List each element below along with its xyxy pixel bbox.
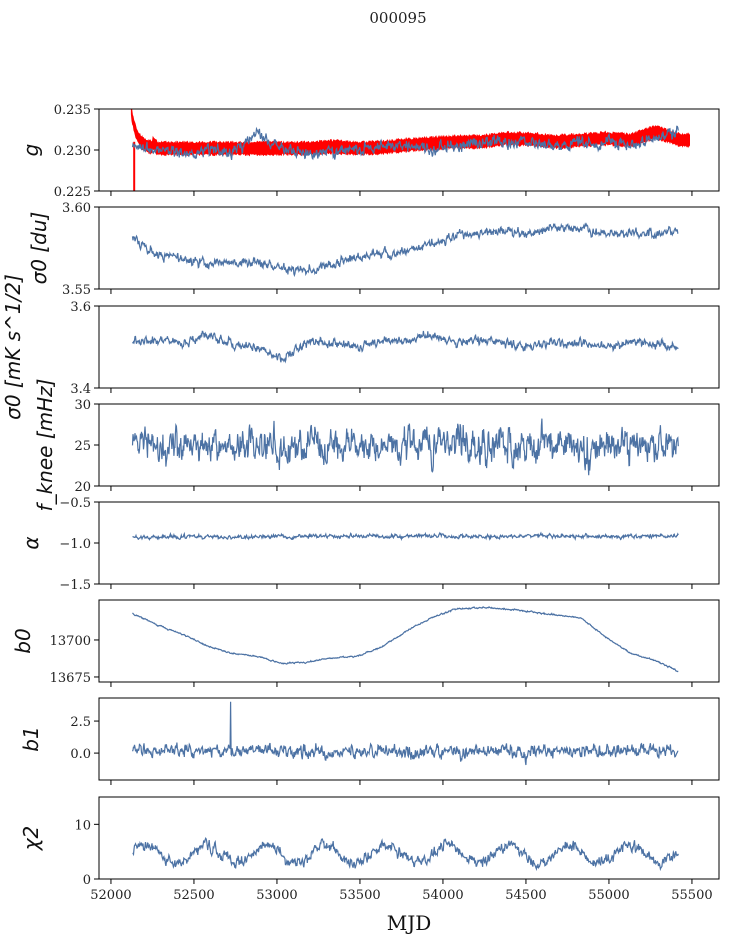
y-axis-label: g	[19, 144, 43, 157]
ytick-label: 30	[74, 398, 91, 413]
panel-3: 20 25 30 f_knee [mHz]	[33, 379, 720, 512]
ytick-label: 0.225	[54, 185, 91, 200]
ytick-label: 13675	[50, 671, 91, 686]
axes-frame-7	[98, 796, 720, 880]
ytick-label: 3.60	[62, 201, 91, 216]
series-sigma0_mK	[132, 330, 679, 364]
panel-5: 13675 13700 b0	[11, 599, 720, 687]
axes-frame-6	[98, 697, 720, 781]
y-axis-label: α	[19, 536, 43, 549]
ytick-label: 25	[74, 439, 91, 454]
xtick-label: 53000	[256, 888, 297, 903]
ytick-label: 13700	[50, 634, 91, 649]
series-alpha	[132, 531, 679, 542]
axes-frame-2	[98, 305, 720, 389]
axes-frame-1	[98, 206, 720, 290]
xtick-label: 53500	[339, 888, 380, 903]
axes-frame-5	[98, 599, 720, 683]
panel-1: 3.55 3.60 σ0 [du]	[27, 201, 720, 298]
ytick-label: 2.5	[70, 715, 91, 730]
panel-2: 3.4 3.6 σ0 [mK s^1/2]	[1, 274, 720, 420]
panel-7: 0 10 52000 52500 53000 53500 54000 54500 55000 55…	[19, 796, 720, 903]
panel-0: 0.225 0.230 0.235 g	[19, 103, 720, 200]
ytick-label: 0	[83, 873, 91, 888]
ytick-label: 0.230	[54, 144, 91, 159]
axes-frame-4	[98, 501, 720, 585]
xtick-label: 54000	[422, 888, 463, 903]
panel-6: 0.0 2.5 b1	[19, 697, 720, 785]
y-axis-label: χ2	[19, 826, 43, 852]
ytick-label: 3.55	[62, 283, 91, 298]
xtick-label: 52000	[90, 888, 131, 903]
series-b1	[131, 701, 679, 766]
ytick-label: 20	[74, 480, 91, 495]
y-axis-label: σ0 [du]	[27, 212, 51, 285]
ytick-label: 10	[74, 818, 91, 833]
ytick-label: −1.5	[59, 578, 91, 593]
series-sigma0_du	[131, 222, 679, 278]
ytick-label: 3.4	[70, 382, 91, 397]
series-fknee	[131, 418, 679, 476]
xtick-label: 52500	[173, 888, 214, 903]
ytick-label: −0.5	[59, 496, 91, 511]
series-b0	[132, 606, 679, 673]
ytick-label: −1.0	[59, 537, 91, 552]
xtick-label: 55500	[671, 888, 712, 903]
xtick-label: 54500	[505, 888, 546, 903]
chart-title: 000095	[369, 9, 426, 27]
y-axis-label: b1	[19, 726, 43, 751]
ytick-label: 3.6	[70, 300, 91, 315]
y-axis-label: σ0 [mK s^1/2]	[1, 274, 25, 420]
xtick-label: 55000	[588, 888, 629, 903]
y-axis-label: b0	[11, 628, 35, 653]
ytick-label: 0.235	[54, 103, 91, 118]
y-axis-label: f_knee [mHz]	[33, 379, 57, 512]
axes-frame-3	[98, 403, 720, 487]
panel-4: −1.5 −1.0 −0.5 α	[19, 496, 720, 593]
series-g	[131, 125, 679, 161]
ytick-label: 0.0	[70, 747, 91, 762]
series-chi2	[132, 837, 679, 872]
x-axis-label: MJD	[387, 911, 432, 935]
